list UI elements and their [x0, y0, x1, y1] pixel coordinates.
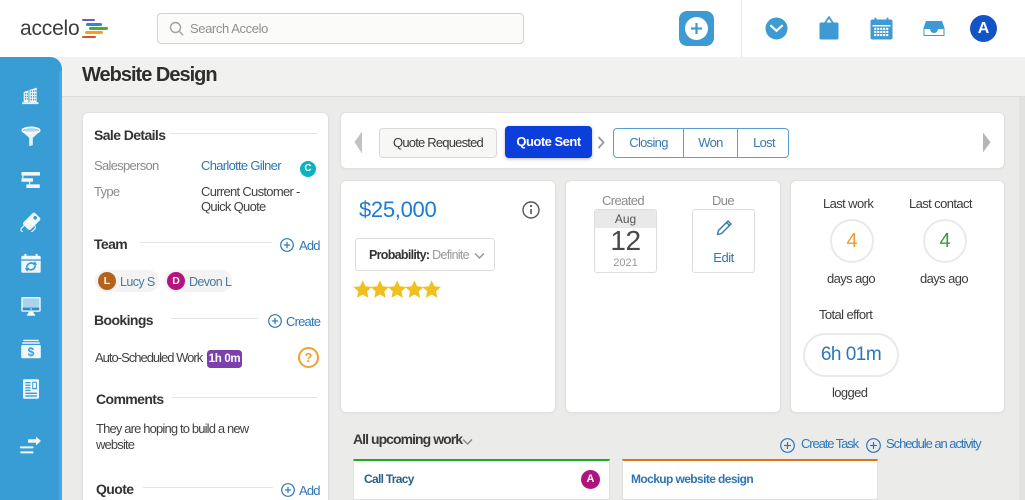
svg-text:$: $ [28, 344, 35, 358]
